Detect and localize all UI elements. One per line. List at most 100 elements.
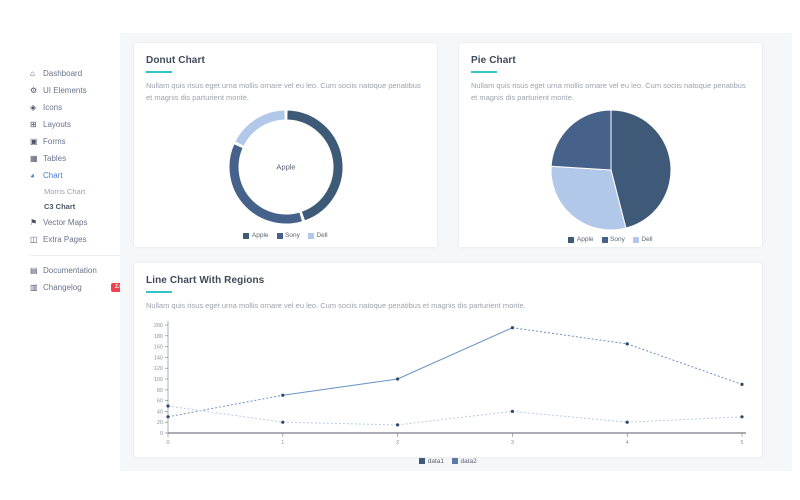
legend-swatch — [243, 232, 250, 239]
donut-chart-card: Donut Chart Nullam quis risus eget urna … — [133, 42, 438, 248]
legend-label: Dell — [316, 232, 328, 240]
pie-chart[interactable] — [471, 107, 750, 233]
y-tick-label: 40 — [157, 409, 163, 415]
legend-item-dell[interactable]: Dell — [307, 232, 328, 240]
line-segment-data2 — [167, 405, 283, 423]
y-tick-label: 80 — [157, 387, 163, 393]
legend-item-sony[interactable]: Sony — [276, 232, 300, 239]
sidebar-item-label: UI Elements — [43, 86, 87, 95]
sidebar-item-documentation[interactable]: ▤ Documentation — [30, 262, 126, 279]
y-tick-label: 120 — [154, 366, 163, 372]
data-point-data1[interactable] — [281, 393, 285, 397]
donut-slice-apple[interactable] — [286, 110, 342, 221]
sidebar-item-chart[interactable]: ◕Chart› — [30, 167, 130, 184]
legend-label: data2 — [460, 457, 477, 465]
y-tick-label: 20 — [157, 420, 163, 426]
legend-item-apple[interactable]: Apple — [243, 232, 269, 240]
donut-legend: Apple Sony Dell — [146, 232, 425, 239]
pie-chart-card: Pie Chart Nullam quis risus eget urna mo… — [458, 42, 763, 248]
pie-slice-sony[interactable] — [550, 109, 611, 171]
legend-item-dell[interactable]: Dell — [632, 236, 653, 244]
line-chart-card: Line Chart With Regions Nullam quis risu… — [133, 262, 763, 465]
sidebar-item-ui-elements[interactable]: ⚙UI Elements› — [30, 82, 126, 99]
gear-icon: ⚙ — [30, 85, 38, 95]
donut-center-label: Apple — [276, 163, 295, 172]
line-chart[interactable]: 0 20 40 60 80 100 120 140 160 180 200 0 1 2 3 4 5 — [146, 312, 750, 455]
sidebar-item-label: Changelog — [43, 283, 82, 292]
data-point-data2[interactable] — [396, 422, 400, 427]
sidebar-subitem-label: Morris Chart — [44, 187, 86, 196]
sidebar-subitem-label: C3 Chart — [44, 202, 76, 211]
sidebar-item-label: Tables — [43, 154, 67, 163]
y-tick-label: 60 — [157, 398, 163, 404]
legend-swatch — [568, 236, 575, 243]
sidebar-item-label: Vector Maps — [43, 218, 88, 227]
pages-icon: ◫ — [30, 234, 38, 244]
sidebar-item-extra-pages[interactable]: ◫Extra Pages› — [30, 231, 126, 248]
legend-swatch — [276, 232, 283, 239]
sidebar-item-icons[interactable]: ◈Icons› — [30, 99, 126, 116]
line-segment-data2 — [282, 421, 398, 426]
map-pin-icon: ⚑ — [30, 217, 38, 227]
data-point-data2[interactable] — [281, 420, 285, 424]
layout-icon: ⊞ — [30, 119, 37, 129]
form-icon: ▣ — [30, 136, 38, 146]
line-segment-data1 — [282, 378, 398, 396]
data-point-data1[interactable] — [396, 377, 400, 381]
donut-slice-sony[interactable] — [229, 144, 302, 224]
changelog-icon: ▥ — [30, 282, 38, 292]
data-point-data1[interactable] — [625, 341, 629, 346]
sidebar-item-label: Documentation — [43, 266, 97, 275]
data-point-data1[interactable] — [510, 325, 514, 329]
chart-icon: ◕ — [30, 170, 35, 180]
sidebar-item-changelog[interactable]: ▥ Changelog 2.0 — [30, 279, 126, 296]
pie-slice-apple[interactable] — [610, 109, 671, 229]
title-accent-bar — [471, 71, 497, 73]
data-point-data2[interactable] — [510, 409, 514, 413]
pie-slice-dell[interactable] — [550, 165, 627, 231]
data-point-data2[interactable] — [625, 420, 629, 424]
legend-label: Apple — [251, 232, 269, 240]
pie-card-title: Pie Chart — [471, 55, 516, 66]
sidebar-item-layouts[interactable]: ⊞Layouts› — [30, 116, 126, 133]
legend-item-apple[interactable]: Apple — [568, 236, 594, 243]
table-icon: ▦ — [30, 153, 38, 163]
legend-label: Sony — [610, 236, 625, 244]
legend-swatch — [632, 236, 639, 243]
submenu-chart: Morris Chart C3 Chart — [30, 184, 126, 214]
legend-swatch — [307, 232, 314, 239]
sidebar-item-vector-maps[interactable]: ⚑ Vector Maps — [30, 214, 126, 231]
sidebar-subitem-morris-chart[interactable]: Morris Chart — [30, 184, 126, 199]
line-segment-data1 — [512, 326, 628, 345]
document-icon: ▤ — [30, 265, 38, 275]
legend-item-data2[interactable]: data2 — [452, 458, 477, 465]
data-point-data1[interactable] — [166, 414, 170, 419]
donut-card-title: Donut Chart — [146, 55, 205, 66]
legend-swatch — [601, 236, 608, 243]
line-segment-data1 — [167, 394, 283, 417]
data-point-data2[interactable] — [166, 404, 170, 408]
donut-chart[interactable]: Apple — [146, 105, 425, 229]
x-tick-label: 4 — [626, 440, 629, 446]
donut-slice-dell[interactable] — [235, 110, 285, 146]
line-card-title: Line Chart With Regions — [146, 275, 265, 286]
content-area: Donut Chart Nullam quis risus eget urna … — [120, 33, 792, 471]
y-tick-label: 100 — [154, 377, 163, 383]
donut-card-description: Nullam quis risus eget urna mollis ornar… — [146, 81, 421, 102]
data-point-data1[interactable] — [740, 382, 744, 386]
x-tick-label: 3 — [511, 440, 514, 446]
data-point-data2[interactable] — [740, 414, 744, 419]
sidebar-item-label: Layouts — [43, 120, 72, 129]
sidebar-item-tables[interactable]: ▦Tables› — [30, 150, 126, 167]
sidebar-item-dashboard[interactable]: ⌂ Dashboard — [30, 65, 126, 82]
sidebar-item-forms[interactable]: ▣Forms› — [30, 133, 126, 150]
legend-label: Dell — [641, 236, 653, 244]
line-segment-data2 — [512, 410, 628, 423]
title-accent-bar — [146, 71, 172, 73]
x-tick-label: 1 — [281, 440, 284, 446]
legend-item-sony[interactable]: Sony — [601, 236, 625, 244]
legend-item-data1[interactable]: data1 — [419, 458, 444, 465]
sidebar-item-label: Forms — [43, 137, 66, 146]
sidebar-item-label: Extra Pages — [43, 235, 87, 244]
sidebar-subitem-c3-chart[interactable]: C3 Chart — [30, 199, 126, 214]
